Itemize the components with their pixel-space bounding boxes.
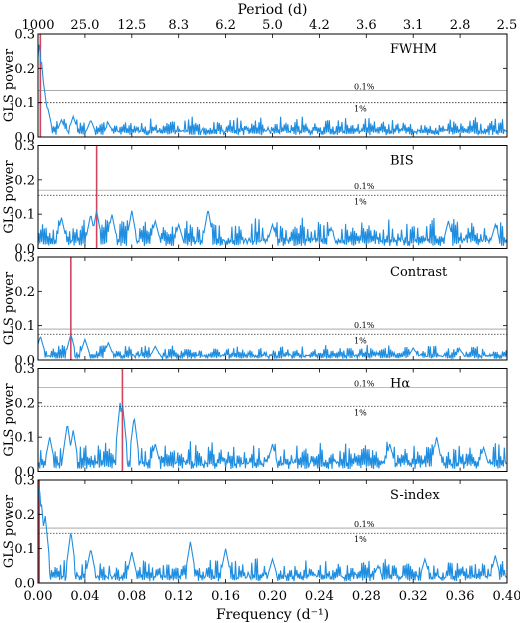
panel-title: Contrast xyxy=(390,265,448,280)
top-tick-label: 2.5 xyxy=(497,18,518,33)
y-tick-label: 0.0 xyxy=(14,354,35,369)
top-tick-label: 2.8 xyxy=(450,18,471,33)
panels-group: 0.1% 1% FWHM 0.0 0.1 0.2 0.3 GLS power 0.1% 1% BIS… xyxy=(2,28,508,592)
top-tick-label: 3.1 xyxy=(403,18,424,33)
panel-2: 0.1% 1% Contrast 0.0 0.1 0.2 0.3 GLS power xyxy=(2,251,508,369)
x-tick-label: 0.08 xyxy=(117,589,146,604)
fap-0.1-label: 0.1% xyxy=(354,520,375,529)
x-axis-title: Frequency (d⁻¹) xyxy=(216,607,329,623)
y-axis-label: GLS power xyxy=(2,160,17,234)
fap-0.1-label: 0.1% xyxy=(354,83,375,92)
top-tick-label: 8.3 xyxy=(168,18,189,33)
y-tick-label: 0.2 xyxy=(14,508,35,523)
x-tick-label: 0.24 xyxy=(305,589,334,604)
bottom-frequency-axis: 0.00 0.04 0.08 0.12 0.16 0.20 0.24 0.28 0.32 0.36… xyxy=(24,589,520,604)
fap-1-label: 1% xyxy=(354,197,367,206)
x-tick-label: 0.12 xyxy=(164,589,193,604)
top-tick-label: 12.5 xyxy=(117,18,146,33)
panel-title: S-index xyxy=(390,488,440,503)
y-axis-label: GLS power xyxy=(2,48,17,122)
fap-0.1-label: 0.1% xyxy=(354,321,375,330)
y-tick-label: 0.1 xyxy=(14,431,35,446)
top-tick-label: 5.0 xyxy=(262,18,283,33)
y-tick-label: 0.2 xyxy=(14,396,35,411)
y-axis-label: GLS power xyxy=(2,494,17,568)
top-tick-label: 4.2 xyxy=(309,18,330,33)
fap-0.1-label: 0.1% xyxy=(354,379,375,388)
panel-title: FWHM xyxy=(390,42,437,57)
x-tick-label: 0.00 xyxy=(24,589,53,604)
fap-1-label: 1% xyxy=(354,408,367,417)
y-tick-label: 0.3 xyxy=(14,362,35,377)
panel-title: Hα xyxy=(390,377,410,392)
y-tick-label: 0.1 xyxy=(14,319,35,334)
periodogram-line xyxy=(37,210,508,247)
fap-1-label: 1% xyxy=(354,336,367,345)
panel-0: 0.1% 1% FWHM 0.0 0.1 0.2 0.3 GLS power xyxy=(2,28,508,146)
y-tick-label: 0.0 xyxy=(14,577,35,592)
x-tick-label: 0.04 xyxy=(70,589,99,604)
x-tick-label: 0.36 xyxy=(446,589,475,604)
x-tick-label: 0.28 xyxy=(352,589,381,604)
periodogram-line xyxy=(37,402,508,470)
y-axis-label: GLS power xyxy=(2,383,17,457)
y-tick-label: 0.0 xyxy=(14,465,35,480)
top-tick-label: 25.0 xyxy=(70,18,99,33)
y-tick-label: 0.0 xyxy=(14,242,35,257)
x-tick-label: 0.40 xyxy=(493,589,520,604)
panel-1: 0.1% 1% BIS 0.0 0.1 0.2 0.3 GLS power xyxy=(2,139,508,257)
fap-1-label: 1% xyxy=(354,105,367,114)
top-period-axis: 1000 25.0 12.5 8.3 6.2 5.0 4.2 3.6 3.1 2.8 2.5 xyxy=(21,18,517,33)
panel-frame xyxy=(37,145,508,249)
y-tick-label: 0.3 xyxy=(14,474,35,489)
panel-title: BIS xyxy=(390,154,414,169)
x-tick-label: 0.32 xyxy=(399,589,428,604)
fap-1-label: 1% xyxy=(354,535,367,544)
y-tick-label: 0.0 xyxy=(14,131,35,146)
y-tick-label: 0.3 xyxy=(14,28,35,43)
y-tick-label: 0.2 xyxy=(14,285,35,300)
periodogram-line xyxy=(37,487,508,583)
y-tick-label: 0.1 xyxy=(14,96,35,111)
y-tick-label: 0.3 xyxy=(14,251,35,266)
x-tick-label: 0.20 xyxy=(258,589,287,604)
top-axis-title: Period (d) xyxy=(238,2,308,18)
periodogram-line xyxy=(37,44,508,136)
y-tick-label: 0.3 xyxy=(14,139,35,154)
top-tick-label: 6.2 xyxy=(215,18,236,33)
panel-3: 0.1% 1% Hα 0.0 0.1 0.2 0.3 GLS power xyxy=(2,362,508,480)
y-tick-label: 0.2 xyxy=(14,173,35,188)
panel-4: 0.1% 1% S-index 0.0 0.1 0.2 0.3 GLS power xyxy=(2,474,508,592)
top-tick-label: 3.6 xyxy=(356,18,377,33)
y-axis-label: GLS power xyxy=(2,271,17,345)
y-tick-label: 0.1 xyxy=(14,208,35,223)
x-tick-label: 0.16 xyxy=(211,589,240,604)
y-tick-label: 0.1 xyxy=(14,542,35,557)
top-tick-label: 1000 xyxy=(21,18,54,33)
periodogram-line xyxy=(37,334,508,361)
y-tick-label: 0.2 xyxy=(14,62,35,77)
fap-0.1-label: 0.1% xyxy=(354,182,375,191)
